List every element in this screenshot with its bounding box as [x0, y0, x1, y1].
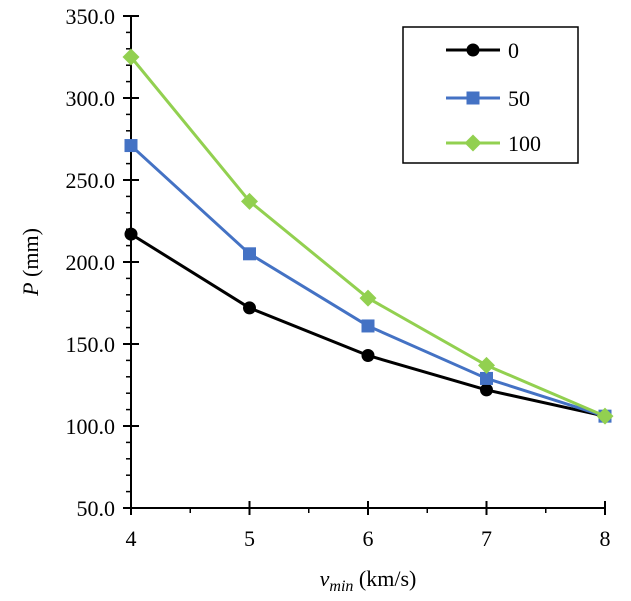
y-tick-label: 150.0 — [66, 332, 116, 357]
legend-marker-0 — [466, 43, 480, 57]
x-tick-label: 6 — [363, 526, 374, 551]
x-axis-title-var: v — [320, 566, 330, 591]
data-point-100-5 — [241, 192, 258, 210]
series-line-50 — [129, 144, 606, 418]
data-point-0-6 — [361, 348, 375, 362]
x-axis-title-sub: min — [329, 578, 353, 595]
y-tick-label: 300.0 — [66, 86, 116, 111]
axes: 50.0 100.0 150.0 200.0 250.0 300.0 350.0 4 5 6 7 8 — [66, 4, 611, 551]
x-tick-label: 5 — [244, 526, 255, 551]
y-tick-label: 200.0 — [66, 250, 116, 275]
y-tick-label: 250.0 — [66, 168, 116, 193]
x-tick-label: 8 — [600, 526, 611, 551]
data-point-100-7 — [478, 356, 495, 374]
data-point-0-7 — [480, 383, 493, 397]
data-point-50-7 — [480, 371, 493, 385]
y-tick-label: 350.0 — [66, 4, 116, 29]
x-tick-label: 4 — [126, 526, 137, 551]
data-point-100-6 — [359, 289, 377, 307]
data-point-100-8 — [596, 407, 614, 425]
legend-label-50: 50 — [508, 86, 530, 111]
data-point-0-5 — [243, 301, 256, 315]
x-axis-title-unit: (km/s) — [353, 566, 416, 591]
data-point-100-4 — [122, 48, 140, 66]
y-axis-title-var: P — [18, 282, 43, 296]
x-axis-title: vmin (km/s) — [320, 566, 417, 595]
y-tick-label: 50.0 — [77, 496, 116, 521]
y-tick-label: 100.0 — [66, 414, 116, 439]
data-point-50-6 — [361, 319, 375, 333]
data-point-50-4 — [124, 139, 138, 153]
series-layer — [122, 48, 614, 425]
y-axis-title-unit: (mm) — [18, 228, 43, 282]
legend-label-100: 100 — [508, 131, 541, 156]
x-tick-label: 7 — [481, 526, 492, 551]
y-axis-title: P (mm) — [18, 228, 43, 297]
series-100 — [122, 48, 614, 425]
legend: 0 50 100 — [402, 26, 579, 164]
legend-marker-50 — [466, 91, 480, 105]
data-point-50-5 — [243, 247, 256, 261]
legend-label-0: 0 — [508, 38, 519, 63]
legend-marker-100 — [464, 134, 482, 152]
series-50 — [124, 139, 612, 423]
data-point-0-4 — [124, 227, 138, 241]
